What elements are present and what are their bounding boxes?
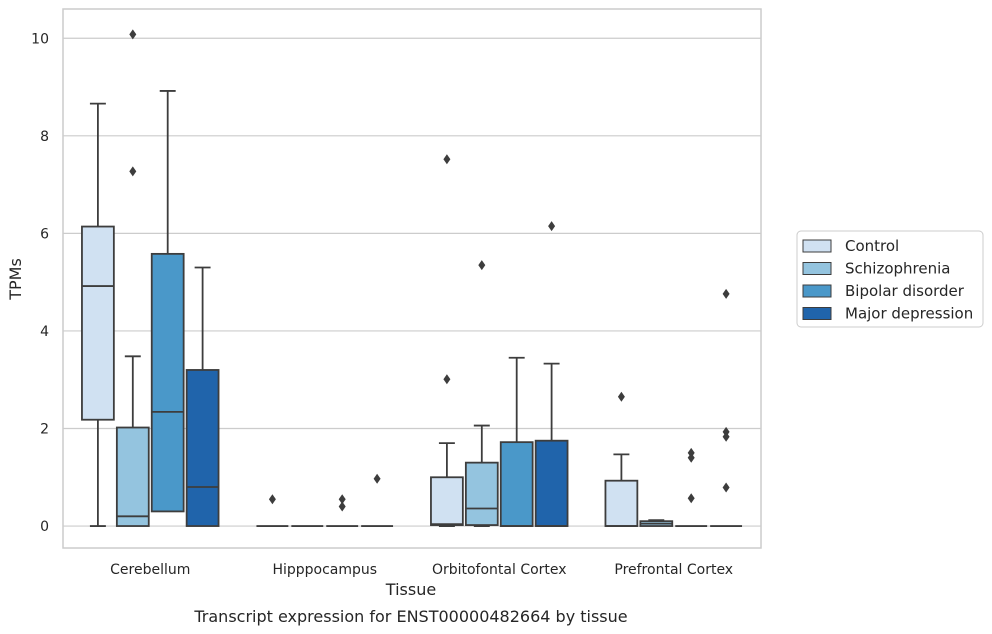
chart-caption: Transcript expression for ENST0000048266…	[193, 607, 627, 626]
legend-item-control: Control	[802, 237, 899, 255]
box-series-group	[81, 29, 743, 527]
outlier-point	[687, 452, 695, 463]
legend-swatch	[802, 307, 832, 320]
legend-swatch	[802, 262, 832, 275]
x-tick-label: Orbitofontal Cortex	[432, 562, 567, 578]
box-bipolar-disorder-0	[150, 90, 185, 513]
x-tick-label: Cerebellum	[110, 562, 190, 578]
outlier-point	[129, 29, 137, 40]
outlier-point	[687, 493, 695, 504]
box-major-depression-2	[534, 221, 569, 527]
box-control-1	[256, 494, 289, 527]
y-tick-label: 8	[40, 129, 49, 145]
outlier-point	[338, 494, 346, 505]
x-tick-labels: Cerebellum Hipppocampus Orbitofontal Corte…	[110, 562, 733, 578]
outlier-point	[548, 221, 556, 232]
legend-label: Bipolar disorder	[845, 282, 965, 300]
legend: Control Schizophrenia Bipolar disorder Majo…	[796, 230, 984, 328]
legend-swatch	[802, 239, 832, 253]
outlier-point	[373, 473, 381, 484]
box-body	[150, 252, 185, 513]
outlier-point	[617, 391, 625, 402]
outlier-point	[268, 494, 276, 505]
box-body	[115, 426, 150, 527]
box-control-0	[81, 102, 115, 527]
y-tick-label: 2	[40, 421, 49, 437]
y-tick-label: 0	[40, 519, 49, 535]
outlier-point	[443, 374, 451, 385]
x-tick-label: Prefrontal Cortex	[614, 562, 733, 578]
box-major-depression-1	[361, 473, 394, 527]
legend-label: Major depression	[845, 305, 973, 323]
outlier-point	[338, 501, 346, 512]
y-tick-label: 4	[40, 324, 49, 340]
legend-item-major-depression: Major depression	[802, 305, 973, 323]
box-body	[534, 439, 569, 527]
box-body	[604, 479, 639, 527]
outlier-point	[443, 154, 451, 165]
box-schizophrenia-0	[115, 29, 150, 527]
box-body	[464, 461, 499, 526]
legend-item-bipolar-disorder: Bipolar disorder	[802, 282, 965, 300]
box-major-depression-3	[710, 288, 743, 527]
outlier-point	[722, 288, 730, 299]
box-body	[430, 476, 464, 526]
x-axis-title: Tissue	[385, 580, 436, 599]
legend-label: Schizophrenia	[845, 260, 950, 278]
outlier-point	[722, 431, 730, 442]
box-control-3	[604, 391, 639, 527]
box-bipolar-disorder-3	[675, 447, 708, 527]
outlier-point	[722, 482, 730, 493]
box-body	[185, 369, 220, 527]
box-body	[499, 441, 534, 527]
box-schizophrenia-2	[464, 260, 499, 527]
legend-swatch	[802, 284, 832, 298]
outlier-point	[478, 260, 486, 271]
outlier-point	[129, 166, 137, 177]
box-body	[81, 225, 115, 421]
y-tick-labels: 0 2 4 6 8 10	[31, 31, 49, 535]
plot-frame	[62, 8, 762, 549]
legend-label: Control	[845, 237, 899, 255]
y-axis-title: TPMs	[6, 258, 25, 301]
box-schizophrenia-3	[639, 519, 674, 527]
y-tick-label: 10	[31, 31, 49, 47]
box-major-depression-0	[185, 266, 220, 527]
legend-frame	[796, 230, 984, 328]
box-bipolar-disorder-1	[326, 494, 359, 527]
box-control-2	[430, 154, 464, 527]
legend-item-schizophrenia: Schizophrenia	[802, 260, 950, 278]
y-tick-label: 6	[40, 226, 49, 242]
x-tick-label: Hipppocampus	[272, 562, 377, 578]
box-bipolar-disorder-2	[499, 356, 534, 527]
